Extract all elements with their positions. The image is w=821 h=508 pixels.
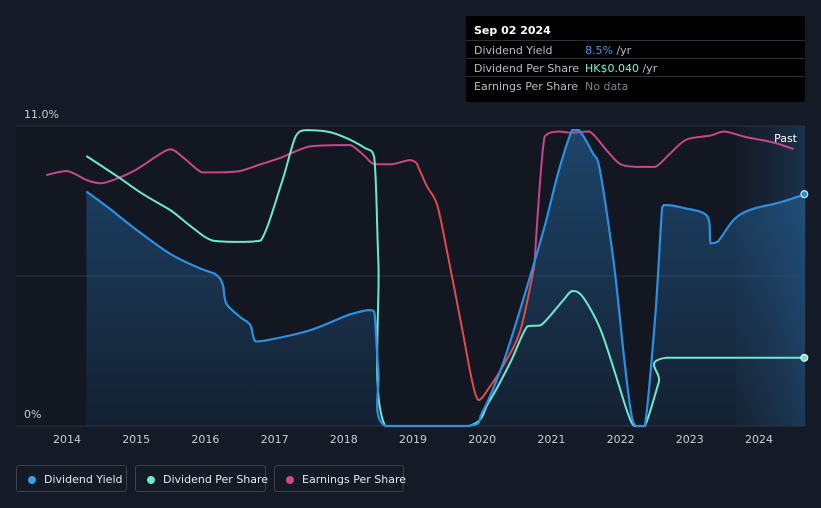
tooltip-unit: /yr [638,62,658,75]
legend-dot-icon [28,476,36,484]
x-tick-label: 2018 [330,433,358,446]
earnings-per-share-value: No data [585,80,629,93]
tooltip-unit: /yr [612,44,632,57]
dividend-per-share-end-marker [800,353,809,362]
x-tick-label: 2020 [468,433,496,446]
x-tick-label: 2016 [191,433,219,446]
tooltip-row-dividend-yield: Dividend Yield 8.5% /yr [466,40,805,59]
legend-label: Dividend Yield [44,473,123,486]
x-tick-label: 2023 [676,433,704,446]
tooltip-value: No data [585,80,628,93]
x-tick-label: 2019 [399,433,427,446]
dividend-yield-value: 8.5% [585,44,613,57]
dividend-yield-line [85,129,806,428]
tooltip-label: Dividend Per Share [474,62,580,75]
legend-dot-icon [147,476,155,484]
earnings-per-share-decline-segment [415,162,536,402]
y-axis-top-label: 11.0% [24,108,59,121]
tooltip: Sep 02 2024 Dividend Yield 8.5% /yr Divi… [466,16,805,102]
tooltip-label: Earnings Per Share [474,80,579,93]
legend-item-dividend-yield[interactable]: Dividend Yield [16,465,127,492]
tooltip-date: Sep 02 2024 [474,24,551,37]
legend-dot-icon [286,476,294,484]
earnings-per-share-line-recent [533,130,794,268]
earnings-per-share-line [45,144,417,185]
dividend-per-share-value: HK$0.040 [585,62,639,75]
dividend-yield-end-marker [800,190,809,199]
tooltip-row-earnings-per-share: Earnings Per Share No data [466,76,805,95]
legend-item-earnings-per-share[interactable]: Earnings Per Share [274,465,407,492]
x-tick-label: 2015 [122,433,150,446]
legend-label: Earnings Per Share [302,473,407,486]
dividend-yield-area [86,130,806,426]
past-label: Past [774,132,798,145]
x-tick-label: 2022 [607,433,635,446]
legend-item-dividend-per-share[interactable]: Dividend Per Share [135,465,269,492]
tooltip-value: HK$0.040 /yr [585,62,657,75]
tooltip-value: 8.5% /yr [585,44,631,57]
x-tick-label: 2024 [745,433,773,446]
x-tick-label: 2021 [537,433,565,446]
y-axis-bottom-label: 0% [24,408,41,421]
tooltip-row-dividend-per-share: Dividend Per Share HK$0.040 /yr [466,58,805,77]
legend-label: Dividend Per Share [163,473,269,486]
x-tick-label: 2014 [53,433,81,446]
tooltip-label: Dividend Yield [474,44,553,57]
x-tick-label: 2017 [261,433,289,446]
